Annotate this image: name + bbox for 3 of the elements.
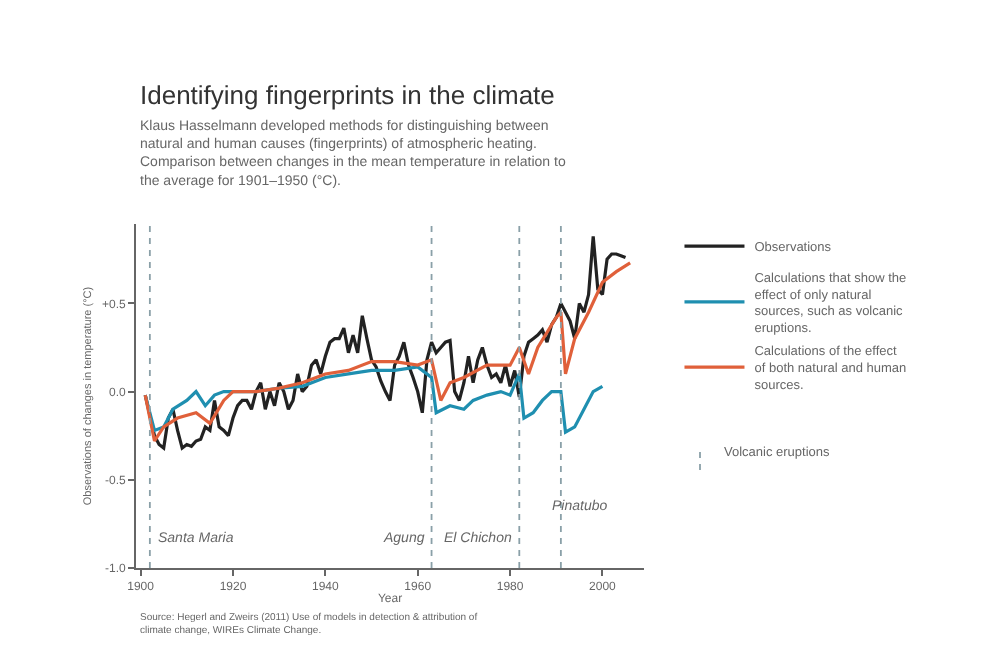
- line-series: [143, 261, 632, 443]
- line-series: [143, 365, 605, 434]
- chart-title: Identifying fingerprints in the climate: [140, 80, 555, 110]
